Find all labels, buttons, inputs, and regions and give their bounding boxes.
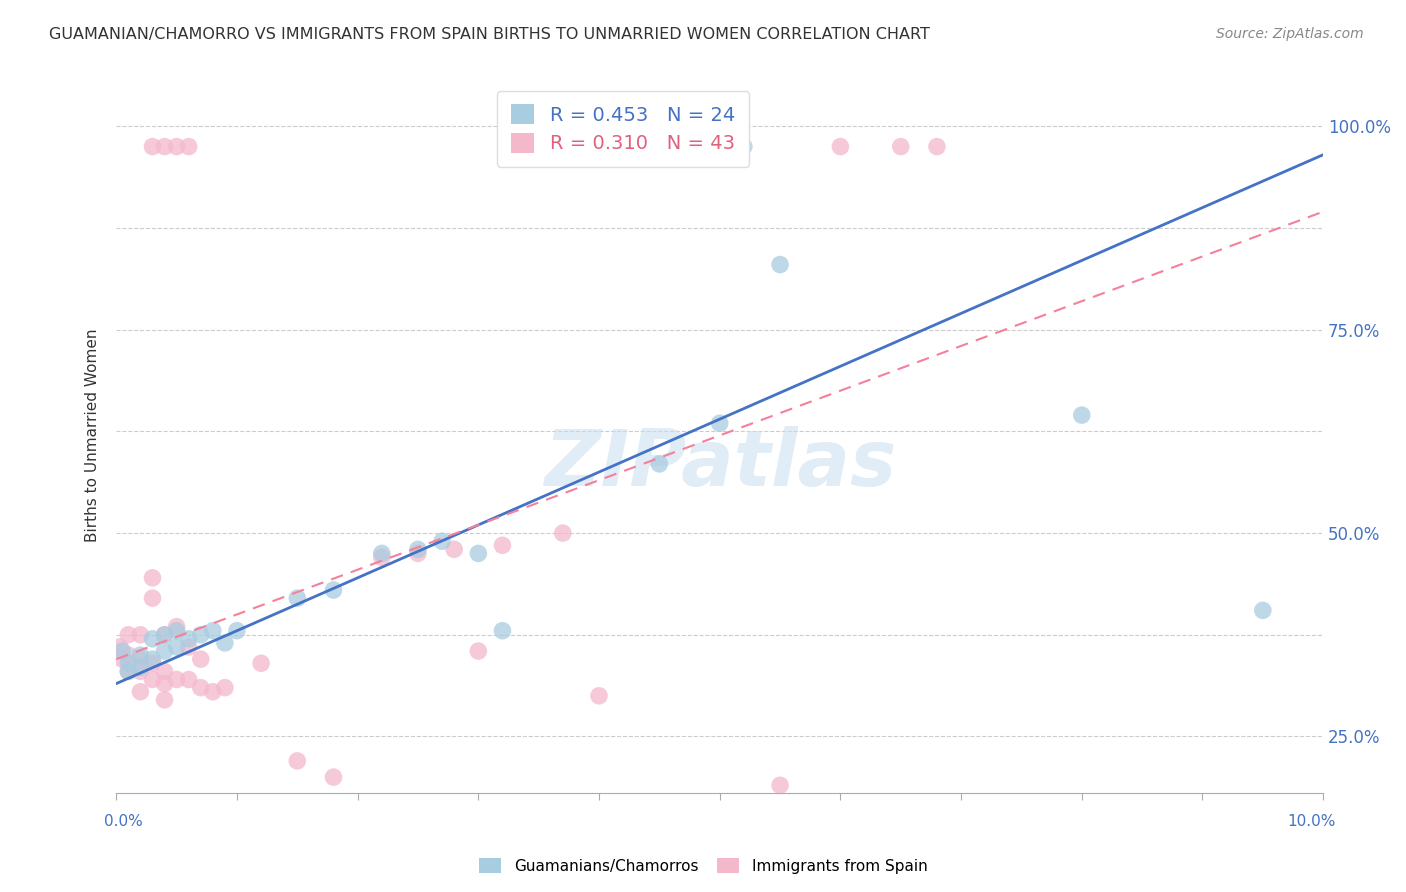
Legend: Guamanians/Chamorros, Immigrants from Spain: Guamanians/Chamorros, Immigrants from Sp… xyxy=(472,852,934,880)
Point xyxy=(153,693,176,707)
Point xyxy=(190,681,212,695)
Text: ZIPatlas: ZIPatlas xyxy=(544,426,896,502)
Point xyxy=(153,628,176,642)
Point xyxy=(214,636,236,650)
Legend: R = 0.453   N = 24, R = 0.310   N = 43: R = 0.453 N = 24, R = 0.310 N = 43 xyxy=(498,91,749,167)
Point xyxy=(371,546,394,560)
Text: GUAMANIAN/CHAMORRO VS IMMIGRANTS FROM SPAIN BIRTHS TO UNMARRIED WOMEN CORRELATIO: GUAMANIAN/CHAMORRO VS IMMIGRANTS FROM SP… xyxy=(49,27,931,42)
Point xyxy=(709,416,731,430)
Point xyxy=(111,652,134,666)
Point xyxy=(177,673,200,687)
Point xyxy=(166,620,188,634)
Point xyxy=(166,640,188,654)
Point xyxy=(166,673,188,687)
Point xyxy=(153,139,176,153)
Point xyxy=(1251,603,1274,617)
Point xyxy=(111,644,134,658)
Point xyxy=(129,665,152,679)
Point xyxy=(250,657,273,671)
Point xyxy=(201,624,224,638)
Point xyxy=(129,660,152,674)
Point xyxy=(214,681,236,695)
Point xyxy=(177,640,200,654)
Point xyxy=(285,754,308,768)
Point xyxy=(141,657,163,671)
Point xyxy=(491,624,513,638)
Point xyxy=(141,673,163,687)
Point xyxy=(925,139,948,153)
Point xyxy=(1070,408,1092,422)
Point xyxy=(190,628,212,642)
Point xyxy=(117,665,139,679)
Point xyxy=(166,139,188,153)
Point xyxy=(648,457,671,471)
Point xyxy=(153,644,176,658)
Point xyxy=(117,665,139,679)
Point xyxy=(153,628,176,642)
Point xyxy=(129,648,152,662)
Point xyxy=(551,526,574,541)
Y-axis label: Births to Unmarried Women: Births to Unmarried Women xyxy=(86,328,100,542)
Point xyxy=(177,632,200,646)
Point xyxy=(141,139,163,153)
Point xyxy=(406,542,429,557)
Point xyxy=(769,258,792,272)
Point xyxy=(177,139,200,153)
Point xyxy=(117,648,139,662)
Point xyxy=(153,676,176,690)
Point xyxy=(322,582,344,597)
Point xyxy=(467,644,489,658)
Point xyxy=(129,684,152,698)
Point xyxy=(129,652,152,666)
Point xyxy=(406,546,429,560)
Point xyxy=(108,640,131,654)
Point xyxy=(830,139,852,153)
Text: Source: ZipAtlas.com: Source: ZipAtlas.com xyxy=(1216,27,1364,41)
Point xyxy=(226,624,249,638)
Point xyxy=(166,624,188,638)
Point xyxy=(141,652,163,666)
Point xyxy=(890,139,912,153)
Point xyxy=(129,628,152,642)
Point xyxy=(430,534,453,549)
Point xyxy=(443,542,465,557)
Point xyxy=(201,684,224,698)
Point xyxy=(117,657,139,671)
Point xyxy=(733,139,755,153)
Point xyxy=(141,591,163,606)
Point xyxy=(141,571,163,585)
Point xyxy=(527,803,550,817)
Point xyxy=(769,778,792,792)
Point xyxy=(285,591,308,606)
Point xyxy=(153,665,176,679)
Point xyxy=(588,803,610,817)
Point xyxy=(141,632,163,646)
Text: 0.0%: 0.0% xyxy=(104,814,143,829)
Point xyxy=(117,628,139,642)
Text: 10.0%: 10.0% xyxy=(1286,814,1336,829)
Point xyxy=(322,770,344,784)
Point xyxy=(467,546,489,560)
Point xyxy=(371,550,394,565)
Point xyxy=(588,689,610,703)
Point xyxy=(491,538,513,552)
Point xyxy=(190,652,212,666)
